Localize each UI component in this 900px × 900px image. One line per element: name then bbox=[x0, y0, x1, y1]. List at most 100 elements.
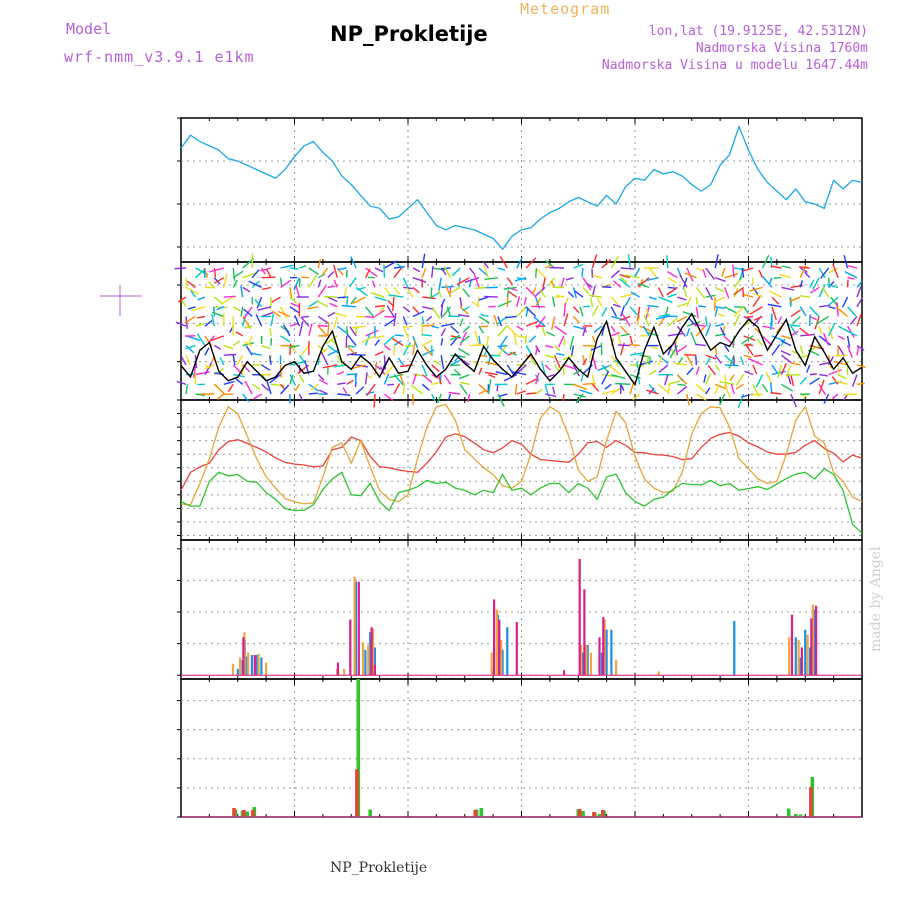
wind-arrow bbox=[251, 383, 261, 390]
wind-arrow bbox=[195, 371, 210, 376]
wind-arrow bbox=[828, 356, 835, 366]
wind-arrow bbox=[639, 325, 654, 333]
wind-arrow bbox=[610, 256, 620, 269]
wind-arrow bbox=[684, 354, 697, 356]
wind-arrow bbox=[673, 340, 679, 356]
bar-cloud-0 bbox=[506, 627, 509, 676]
wind-arrow bbox=[327, 285, 336, 289]
wind-arrow bbox=[478, 389, 487, 395]
wind-arrow bbox=[516, 306, 527, 317]
wind-arrow bbox=[364, 372, 368, 385]
wind-arrow bbox=[250, 352, 262, 356]
bar-cloud-1 bbox=[811, 604, 814, 676]
wind-arrow bbox=[723, 335, 735, 347]
wind-arrow bbox=[383, 335, 395, 346]
wind-arrow bbox=[544, 364, 551, 371]
wind-arrow bbox=[837, 345, 846, 357]
wind-arrow bbox=[646, 277, 659, 281]
wind-arrow bbox=[610, 354, 619, 368]
wind-arrow bbox=[574, 290, 584, 298]
wind-arrow bbox=[289, 306, 300, 314]
wind-arrow bbox=[251, 269, 260, 279]
wind-arrow bbox=[308, 267, 319, 276]
wind-arrow bbox=[248, 280, 262, 289]
wind-arrow bbox=[499, 335, 508, 347]
wind-arrow bbox=[337, 267, 347, 271]
wind-arrow bbox=[317, 325, 328, 337]
wind-arrow bbox=[553, 354, 561, 369]
wind-arrow bbox=[768, 290, 782, 298]
wind-arrow bbox=[288, 344, 300, 349]
wind-arrow bbox=[798, 266, 810, 269]
wind-arrow bbox=[437, 277, 442, 293]
wind-arrow bbox=[506, 289, 510, 298]
wind-arrow bbox=[676, 325, 687, 337]
wind-arrow bbox=[663, 374, 669, 386]
wind-arrow bbox=[834, 354, 848, 357]
wind-arrow bbox=[775, 325, 782, 334]
wind-arrow bbox=[582, 305, 591, 308]
wind-arrow bbox=[499, 256, 508, 269]
wind-arrow bbox=[703, 374, 707, 383]
wind-arrow bbox=[686, 393, 690, 406]
wind-arrow bbox=[608, 364, 622, 376]
bar-cloud-0 bbox=[364, 649, 367, 676]
wind-arrow bbox=[535, 267, 547, 279]
wind-arrow bbox=[374, 296, 388, 302]
wind-arrow bbox=[667, 383, 671, 395]
bar-cloud-1 bbox=[806, 634, 809, 676]
wind-arrow bbox=[771, 344, 781, 356]
wind-arrow bbox=[645, 307, 650, 317]
wind-arrow bbox=[227, 383, 234, 392]
bar-precip-0 bbox=[786, 808, 791, 817]
wind-arrow bbox=[582, 326, 587, 337]
wind-arrow bbox=[648, 267, 658, 278]
wind-arrow bbox=[220, 296, 234, 305]
wind-arrow bbox=[787, 324, 801, 327]
wind-arrow bbox=[748, 358, 763, 366]
wind-arrow bbox=[471, 301, 480, 308]
wind-arrow bbox=[333, 264, 338, 278]
wind-arrow bbox=[844, 270, 858, 279]
wind-arrow bbox=[719, 381, 735, 385]
wind-arrow bbox=[279, 277, 283, 288]
wind-arrow bbox=[790, 330, 799, 337]
bar-precip-1 bbox=[473, 810, 477, 817]
wind-arrow bbox=[733, 275, 744, 288]
wind-arrow bbox=[714, 384, 720, 395]
wind-arrow bbox=[643, 314, 650, 327]
wind-arrow bbox=[431, 265, 434, 278]
wind-arrow bbox=[785, 373, 801, 376]
wind-arrow bbox=[818, 335, 832, 346]
wind-arrow bbox=[386, 305, 395, 317]
wind-arrow bbox=[180, 356, 187, 366]
bar-cloud-1 bbox=[788, 637, 791, 676]
series-line-pressure-0 bbox=[180, 124, 863, 251]
wind-arrow bbox=[557, 335, 565, 348]
wind-arrow bbox=[219, 357, 225, 366]
wind-arrow bbox=[460, 335, 470, 344]
wind-arrow bbox=[591, 374, 596, 388]
wind-arrow bbox=[480, 314, 489, 318]
wind-arrow bbox=[525, 320, 539, 327]
wind-arrow bbox=[232, 355, 236, 366]
wind-arrow bbox=[624, 296, 631, 307]
wind-arrow bbox=[721, 267, 726, 278]
bar-precip-1 bbox=[601, 810, 605, 817]
wind-arrow bbox=[551, 316, 556, 330]
bar-cloud-1 bbox=[343, 668, 346, 676]
wind-arrow bbox=[615, 382, 631, 386]
wind-arrow bbox=[242, 286, 251, 293]
wind-arrow bbox=[253, 393, 262, 400]
wind-arrow bbox=[742, 267, 754, 272]
wind-arrow bbox=[846, 325, 855, 338]
wind-arrow bbox=[374, 339, 380, 346]
wind-arrow bbox=[443, 374, 452, 385]
bar-cloud-1 bbox=[367, 644, 370, 676]
wind-arrow bbox=[525, 286, 537, 298]
wind-arrow bbox=[526, 392, 538, 395]
wind-arrow bbox=[412, 277, 427, 283]
wind-arrow bbox=[818, 284, 826, 298]
wind-arrow bbox=[298, 374, 305, 383]
wind-arrow bbox=[497, 267, 506, 271]
